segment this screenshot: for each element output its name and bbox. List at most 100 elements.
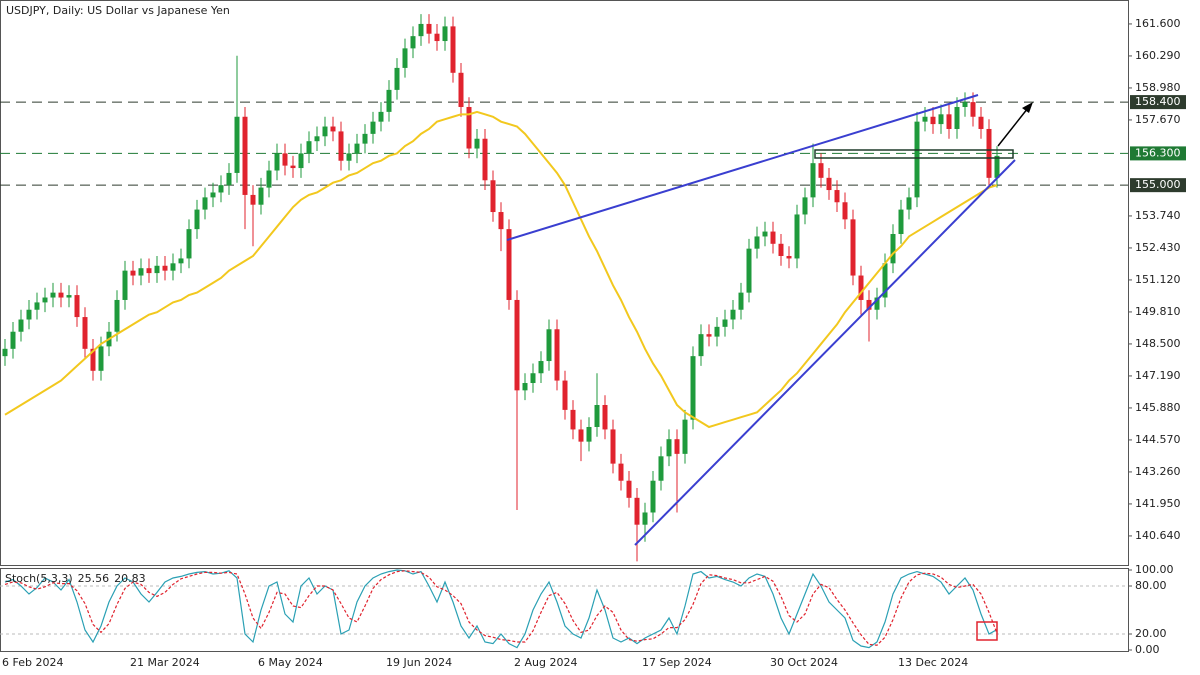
candle-body bbox=[690, 356, 696, 420]
candle-body bbox=[754, 236, 760, 249]
candle-body bbox=[130, 270, 136, 276]
candle-body bbox=[842, 202, 848, 220]
candle-body bbox=[338, 131, 344, 161]
candle-body bbox=[202, 197, 208, 210]
candle-body bbox=[322, 126, 328, 137]
y-tick-label: 153.740 bbox=[1135, 209, 1181, 222]
candle-body bbox=[562, 380, 568, 410]
candle-body bbox=[282, 153, 288, 166]
level-label: 158.400 bbox=[1135, 95, 1181, 108]
candle-body bbox=[946, 114, 952, 129]
x-tick-label: 21 Mar 2024 bbox=[130, 656, 200, 669]
y-tick-label: 0.00 bbox=[1135, 643, 1160, 656]
y-tick-label: 149.810 bbox=[1135, 305, 1181, 318]
candle-body bbox=[522, 383, 528, 391]
candle-body bbox=[18, 319, 24, 332]
candle-body bbox=[258, 187, 264, 205]
candle-body bbox=[914, 121, 920, 198]
candle-body bbox=[962, 102, 968, 107]
candle-body bbox=[898, 209, 904, 235]
indicator-value: 25.56 bbox=[78, 572, 110, 585]
candle-body bbox=[50, 292, 56, 298]
stoch-line bbox=[4, 569, 998, 649]
candle-body bbox=[410, 36, 416, 49]
moving-average bbox=[4, 110, 998, 429]
candle-body bbox=[866, 299, 872, 310]
candle-body bbox=[146, 268, 152, 274]
candle-body bbox=[418, 23, 424, 37]
candle-body bbox=[218, 185, 224, 193]
candle-body bbox=[234, 116, 240, 173]
candle-body bbox=[42, 297, 48, 303]
y-tick-label: 144.570 bbox=[1135, 433, 1181, 446]
zone-box bbox=[814, 149, 1014, 159]
candle-body bbox=[986, 128, 992, 178]
candle-body bbox=[82, 317, 88, 349]
candle-body bbox=[882, 263, 888, 298]
indicator-title: Stoch(5,3,3) bbox=[5, 572, 73, 585]
y-tick-label: 20.00 bbox=[1135, 627, 1167, 640]
candle-body bbox=[602, 405, 608, 430]
candle-body bbox=[706, 334, 712, 337]
candle-body bbox=[154, 265, 160, 274]
candle-body bbox=[538, 361, 544, 374]
candle-body bbox=[746, 248, 752, 293]
candle-body bbox=[658, 456, 664, 481]
candle-body bbox=[74, 295, 80, 318]
stoch-pane bbox=[0, 568, 1129, 652]
candle-body bbox=[906, 197, 912, 210]
x-tick-label: 6 May 2024 bbox=[258, 656, 323, 669]
candle-body bbox=[802, 197, 808, 215]
candle-body bbox=[466, 106, 472, 149]
candle-body bbox=[498, 212, 504, 230]
candle-body bbox=[770, 231, 776, 244]
x-tick-label: 2 Aug 2024 bbox=[514, 656, 577, 669]
candle-body bbox=[10, 331, 16, 349]
y-tick-label: 145.880 bbox=[1135, 401, 1181, 414]
x-tick-label: 13 Dec 2024 bbox=[898, 656, 968, 669]
y-tick-label: 157.670 bbox=[1135, 113, 1181, 126]
candle-body bbox=[578, 429, 584, 442]
candle-body bbox=[114, 299, 120, 332]
candle-body bbox=[810, 163, 816, 198]
candle-body bbox=[850, 219, 856, 276]
candle-body bbox=[698, 334, 704, 357]
candle-body bbox=[210, 192, 216, 198]
x-tick-label: 19 Jun 2024 bbox=[386, 656, 452, 669]
candle-body bbox=[298, 153, 304, 169]
arrow-head bbox=[1022, 102, 1033, 113]
candle-body bbox=[458, 72, 464, 107]
y-tick-label: 141.950 bbox=[1135, 497, 1181, 510]
candle-body bbox=[90, 348, 96, 371]
candle-body bbox=[362, 133, 368, 144]
candle-body bbox=[450, 26, 456, 73]
stoch-line bbox=[4, 570, 998, 646]
main-pane bbox=[0, 0, 1129, 566]
candle-body bbox=[378, 111, 384, 122]
candle-body bbox=[490, 180, 496, 213]
candle-body bbox=[26, 309, 32, 320]
candle-body bbox=[482, 138, 488, 181]
candle-body bbox=[346, 153, 352, 161]
candle-body bbox=[514, 299, 520, 391]
candle-body bbox=[730, 309, 736, 320]
candle-body bbox=[610, 429, 616, 464]
candle-body bbox=[570, 409, 576, 430]
candle-body bbox=[266, 170, 272, 188]
candle-body bbox=[194, 209, 200, 230]
candle-body bbox=[778, 243, 784, 256]
candle-body bbox=[682, 419, 688, 454]
candle-body bbox=[530, 373, 536, 384]
candle-body bbox=[722, 319, 728, 327]
candle-body bbox=[170, 263, 176, 271]
candle-body bbox=[642, 512, 648, 525]
candle-body bbox=[786, 255, 792, 259]
level-label-box bbox=[1130, 146, 1186, 161]
candle-body bbox=[954, 106, 960, 129]
candle-body bbox=[226, 172, 232, 186]
candle-body bbox=[186, 229, 192, 259]
candle-body bbox=[394, 67, 400, 90]
x-tick-label: 6 Feb 2024 bbox=[2, 656, 63, 669]
